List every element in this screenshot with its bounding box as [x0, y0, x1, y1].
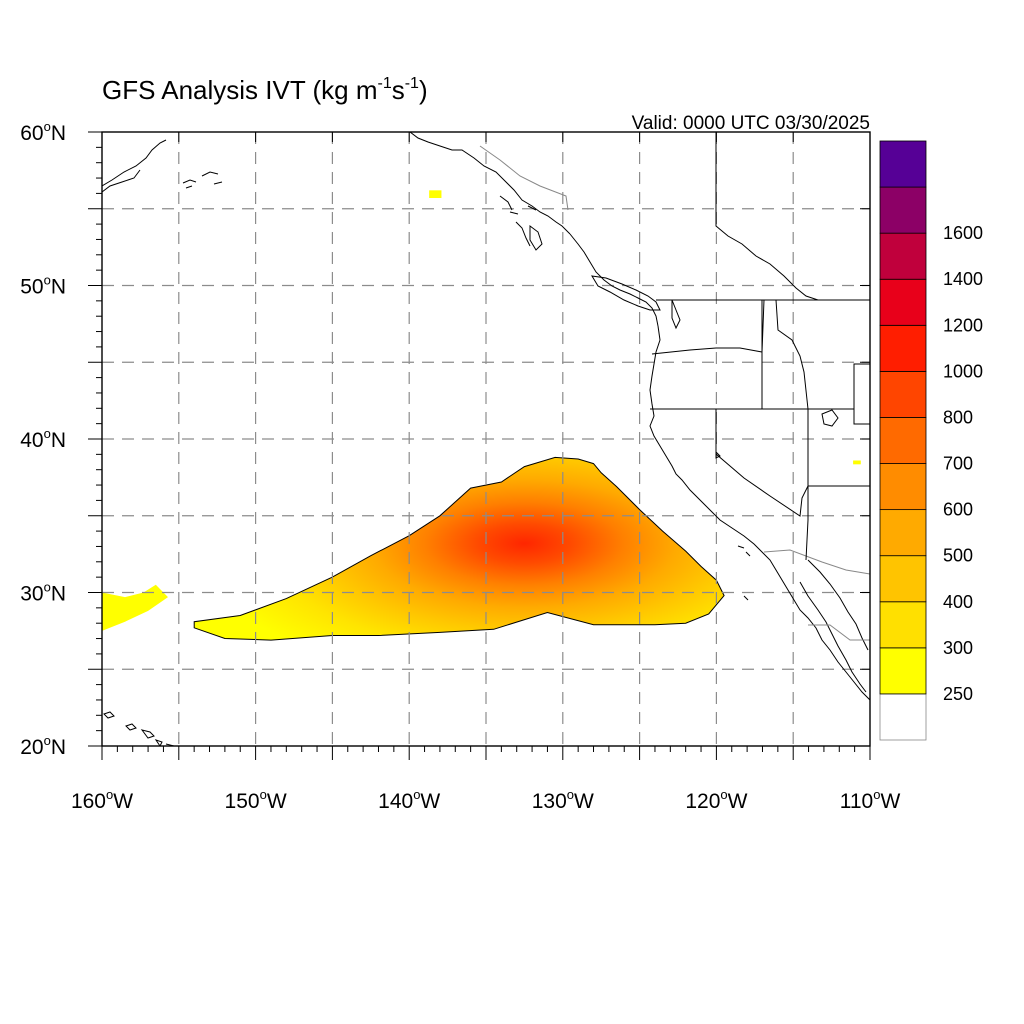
- us-west-coast: [649, 325, 870, 701]
- colorbar-swatch: [879, 417, 927, 464]
- ivt-west-patch: [102, 584, 168, 631]
- hawaii-islands: [103, 711, 175, 746]
- baja-gulf-coast: [799, 581, 867, 693]
- x-tick-label: 110oW: [840, 787, 901, 813]
- colorbar-swatch: [879, 647, 927, 695]
- y-tick-label: 20oN: [20, 733, 66, 759]
- nevada-border: [715, 409, 809, 517]
- x-tick-label: 160oW: [71, 787, 133, 813]
- us-mexico-border: [763, 549, 870, 575]
- ivt-small-patch-0: [429, 190, 442, 199]
- graticule: [102, 132, 870, 746]
- mexico-mainland-coast: [807, 559, 869, 651]
- alaska-canada-border: [479, 145, 569, 211]
- colorbar-swatch: [879, 509, 927, 557]
- y-tick-label: 50oN: [20, 273, 66, 299]
- x-tick-label: 120oW: [685, 787, 747, 813]
- bc-coast: [569, 233, 659, 327]
- title-prefix: GFS Analysis IVT (kg m: [102, 75, 377, 105]
- y-tick-label: 60oN: [20, 119, 66, 145]
- colorbar-swatch: [879, 324, 927, 372]
- great-salt-lake: [821, 409, 839, 427]
- bc-alberta-border: [715, 132, 870, 301]
- haida-gwaii: [529, 225, 543, 251]
- title-suffix: ): [419, 75, 428, 105]
- colorbar-label: 400: [943, 592, 973, 612]
- colorbar-label: 250: [943, 684, 973, 704]
- colorbar-swatch: [879, 140, 927, 188]
- colorbar-swatch: [879, 693, 927, 741]
- colorbar-swatch: [879, 601, 927, 649]
- map-panel: [102, 132, 870, 746]
- title-exponent-1: -1: [377, 75, 391, 92]
- colorbar-label: 300: [943, 638, 973, 658]
- vancouver-island: [591, 275, 661, 311]
- y-tick-label: 30oN: [20, 580, 66, 606]
- channel-islands: [737, 545, 751, 601]
- colorbar-swatch: [879, 555, 927, 603]
- colorbar-label: 800: [943, 407, 973, 427]
- ivt-shading-layer: [102, 190, 861, 641]
- valid-time-label: Valid: 0000 UTC 03/30/2025: [632, 113, 870, 134]
- colorbar-label: 1600: [943, 223, 983, 243]
- ivt-small-patch-1: [853, 460, 861, 465]
- title-mid: s: [392, 75, 405, 105]
- axis-ticks: [88, 131, 871, 760]
- colorbar-label: 600: [943, 500, 973, 520]
- ivt-main-plume: [193, 456, 725, 641]
- x-tick-label: 130oW: [532, 787, 594, 813]
- coastlines-and-borders: [102, 132, 870, 746]
- colorbar-swatch: [879, 186, 927, 234]
- figure-title: GFS Analysis IVT (kg m-1s-1): [102, 75, 428, 105]
- alaska-southeast-coast: [409, 132, 571, 235]
- title-exponent-2: -1: [405, 75, 419, 92]
- colorbar-swatch: [879, 278, 927, 326]
- alaska-peninsula-coast: [102, 139, 167, 193]
- axis-tick-labels: 160oW 150oW 140oW 130oW 120oW 110oW 60oN 50oN 40…: [20, 119, 900, 813]
- y-tick-label: 40oN: [20, 426, 66, 452]
- colorbar-label: 1400: [943, 269, 983, 289]
- colorbar: 250 300 400 500 600 700 800 1000 1200 1400 1600: [879, 140, 983, 741]
- arizona-nm-border: [805, 486, 809, 561]
- mexico-inner-border: [808, 624, 870, 641]
- idaho-border: [761, 300, 870, 410]
- colorbar-label: 1200: [943, 315, 983, 335]
- colorbar-swatch: [879, 232, 927, 280]
- puget-sound: [671, 299, 681, 330]
- colorbar-label: 700: [943, 454, 973, 474]
- x-tick-label: 150oW: [225, 787, 287, 813]
- colorbar-swatch: [879, 370, 927, 418]
- idaho-montana-border: [775, 299, 809, 410]
- lake-tahoe: [715, 450, 721, 459]
- utah-arizona-border: [808, 409, 870, 487]
- alaska-islands: [182, 171, 537, 247]
- colorbar-label: 1000: [943, 361, 983, 381]
- colorbar-swatch: [879, 463, 927, 511]
- x-tick-label: 140oW: [378, 787, 440, 813]
- colorbar-label: 500: [943, 546, 973, 566]
